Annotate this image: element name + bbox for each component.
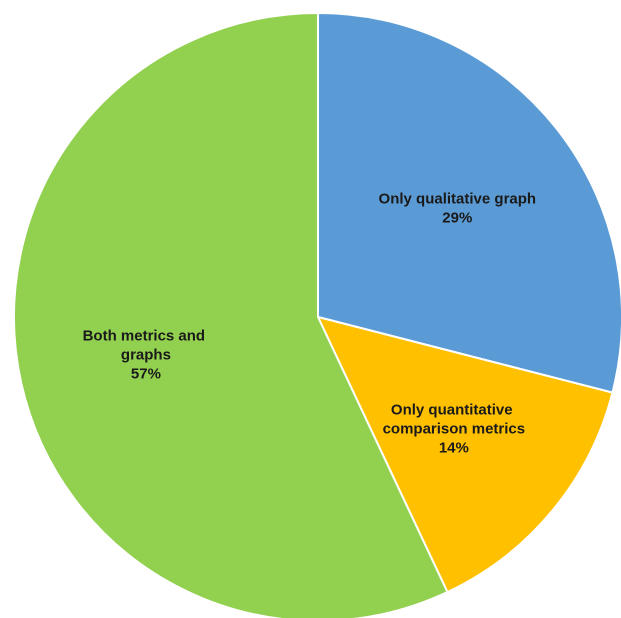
slice-label: Both metrics and graphs	[83, 327, 210, 363]
slice-value-label: 14%	[439, 439, 469, 456]
slice-value-label: 57%	[131, 365, 161, 382]
slice-label: Only qualitative graph	[379, 190, 537, 207]
slice-value-label: 29%	[442, 209, 472, 226]
pie-slice	[13, 11, 449, 618]
pie-slice	[317, 11, 621, 394]
slice-label: Only quantitative comparison metrics	[383, 401, 526, 437]
pie-slice	[316, 315, 614, 594]
